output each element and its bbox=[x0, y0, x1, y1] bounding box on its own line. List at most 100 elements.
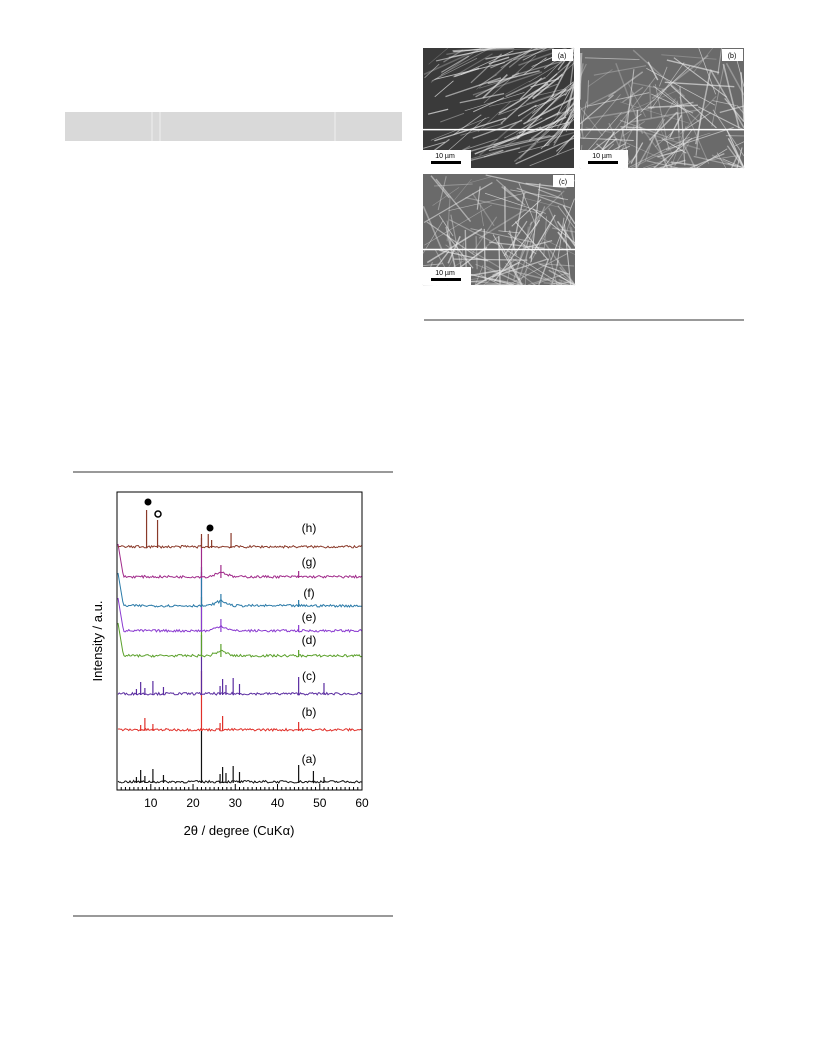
sem-fiber bbox=[630, 142, 644, 164]
sem-fiber bbox=[636, 118, 665, 169]
sem-fiber bbox=[658, 66, 668, 87]
sem-fiber bbox=[631, 136, 697, 169]
sem-fiber bbox=[679, 86, 686, 166]
sem-fiber bbox=[469, 176, 492, 184]
sem-fiber bbox=[632, 82, 667, 91]
sem-fiber bbox=[445, 77, 502, 98]
sem-fiber bbox=[554, 103, 575, 126]
sem-fiber bbox=[432, 187, 460, 206]
sem-fiber bbox=[740, 72, 745, 122]
sem-fiber bbox=[663, 129, 693, 169]
xrd-trace bbox=[117, 543, 362, 579]
sem-fiber bbox=[563, 224, 572, 286]
sem-fiber bbox=[435, 178, 472, 223]
sem-fiber bbox=[532, 272, 567, 286]
sem-fiber bbox=[551, 259, 560, 286]
xrd-trace bbox=[117, 622, 362, 658]
sem-fiber bbox=[635, 110, 639, 169]
sem-fiber bbox=[471, 216, 498, 254]
sem-fiber bbox=[587, 92, 650, 107]
sem-fiber bbox=[583, 94, 621, 139]
sem-fiber bbox=[464, 92, 525, 112]
sem-fiber bbox=[587, 80, 589, 108]
sem-fiber bbox=[517, 223, 552, 286]
sem-fiber bbox=[488, 56, 510, 65]
sem-fiber bbox=[527, 93, 555, 122]
sem-fiber bbox=[483, 228, 486, 281]
sem-fiber bbox=[508, 109, 536, 130]
sem-image bbox=[580, 48, 744, 168]
sem-fiber bbox=[440, 112, 465, 123]
label-box bbox=[552, 49, 573, 61]
sem-fiber bbox=[669, 114, 682, 138]
x-tick-label: 50 bbox=[313, 796, 327, 810]
sem-fiber bbox=[538, 116, 567, 130]
sem-fiber bbox=[470, 228, 534, 243]
sem-fiber bbox=[627, 126, 701, 150]
xrd-trace bbox=[117, 727, 362, 733]
sem-fiber bbox=[584, 57, 640, 60]
sem-fiber bbox=[658, 125, 674, 156]
sem-fiber bbox=[434, 80, 454, 98]
label-box bbox=[553, 175, 574, 187]
sem-fiber bbox=[632, 49, 686, 98]
sem-fiber bbox=[548, 207, 560, 232]
sem-fiber bbox=[431, 57, 478, 82]
sem-fiber bbox=[709, 69, 745, 129]
sem-fiber bbox=[434, 62, 505, 80]
x-tick-label: 30 bbox=[229, 796, 243, 810]
sem-fiber bbox=[670, 125, 687, 169]
sem-fiber bbox=[650, 62, 685, 110]
sem-fiber bbox=[513, 221, 533, 280]
sem-fiber bbox=[475, 72, 520, 98]
sem-fiber bbox=[449, 219, 501, 247]
sem-fiber bbox=[579, 63, 587, 78]
scale-bar bbox=[431, 278, 461, 281]
sem-fiber bbox=[495, 59, 513, 76]
sem-fiber bbox=[459, 92, 505, 104]
sem-fiber bbox=[651, 54, 709, 100]
sem-fiber bbox=[529, 214, 556, 259]
sem-fiber bbox=[489, 88, 566, 107]
sem-fiber bbox=[505, 132, 575, 152]
table-header bbox=[65, 112, 402, 141]
sem-fiber bbox=[525, 226, 529, 286]
sem-fiber bbox=[492, 134, 551, 149]
x-tick-label: 60 bbox=[355, 796, 369, 810]
series-label: (g) bbox=[302, 555, 317, 569]
sem-fiber bbox=[488, 135, 556, 152]
sem-fiber bbox=[453, 47, 492, 53]
series-label: (e) bbox=[302, 610, 317, 624]
sem-fiber bbox=[532, 208, 576, 244]
sem-fiber bbox=[446, 47, 484, 55]
sem-fiber bbox=[422, 220, 444, 254]
sem-fiber bbox=[579, 101, 587, 139]
sem-fiber bbox=[475, 236, 478, 270]
sem-fiber bbox=[478, 208, 528, 239]
sem-fiber bbox=[543, 282, 576, 286]
sem-fiber bbox=[504, 117, 543, 139]
sem-fiber bbox=[483, 55, 537, 104]
sem-fiber bbox=[556, 82, 575, 116]
y-axis-label: Intensity / a.u. bbox=[90, 601, 105, 682]
sem-fiber bbox=[427, 108, 449, 115]
sem-fiber bbox=[516, 187, 571, 209]
sem-fiber bbox=[564, 102, 575, 132]
sem-fiber bbox=[562, 205, 576, 225]
sem-fiber bbox=[448, 192, 527, 212]
sem-fiber bbox=[697, 106, 745, 131]
sem-fiber bbox=[516, 88, 567, 140]
sem-fiber bbox=[556, 217, 565, 267]
scale-text: 10 µm bbox=[435, 153, 455, 160]
sem-fiber bbox=[513, 47, 555, 61]
sem-fiber bbox=[608, 122, 621, 148]
sem-fiber bbox=[446, 233, 474, 269]
sem-fiber bbox=[665, 127, 734, 151]
sem-fiber bbox=[579, 52, 583, 75]
sem-fiber bbox=[620, 101, 690, 124]
sem-fiber bbox=[485, 174, 561, 193]
sem-fiber bbox=[525, 182, 567, 189]
panel-label: (b) bbox=[728, 53, 737, 60]
